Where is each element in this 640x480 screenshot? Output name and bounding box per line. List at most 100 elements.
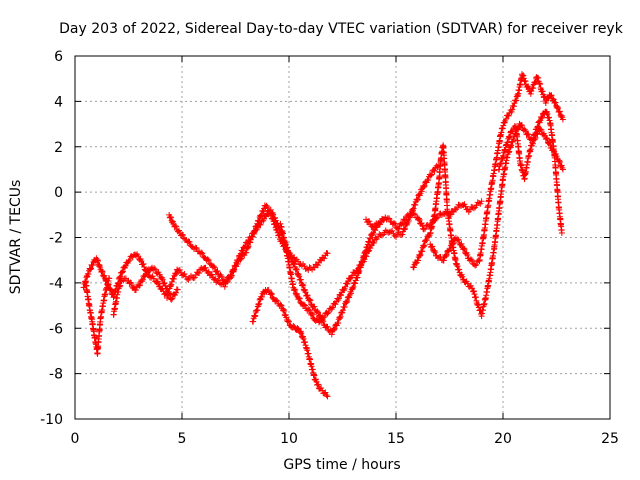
data-point bbox=[423, 237, 430, 244]
data-point bbox=[169, 219, 176, 226]
data-point bbox=[132, 287, 139, 294]
data-point bbox=[428, 171, 435, 178]
data-point bbox=[348, 290, 355, 297]
data-point bbox=[367, 235, 374, 242]
data-point bbox=[422, 225, 429, 232]
data-point bbox=[274, 220, 281, 227]
data-point bbox=[294, 272, 301, 279]
data-point bbox=[558, 162, 565, 169]
data-point bbox=[89, 262, 96, 269]
data-point bbox=[335, 295, 342, 302]
data-point bbox=[235, 256, 242, 263]
data-point bbox=[320, 314, 327, 321]
data-point bbox=[312, 376, 319, 383]
data-point bbox=[272, 221, 279, 228]
data-point bbox=[434, 214, 441, 221]
series-trace-b bbox=[82, 275, 113, 357]
data-point bbox=[218, 273, 225, 280]
data-point bbox=[536, 118, 543, 125]
data-point bbox=[556, 108, 563, 115]
data-point bbox=[221, 278, 228, 285]
x-tick-label: 0 bbox=[71, 431, 80, 447]
data-point bbox=[443, 252, 450, 259]
x-axis: 0 5 10 15 20 25 bbox=[71, 56, 619, 447]
data-point bbox=[541, 93, 548, 100]
data-point bbox=[396, 225, 403, 232]
data-point bbox=[461, 246, 468, 253]
data-point bbox=[152, 266, 159, 273]
data-point bbox=[269, 215, 276, 222]
data-point bbox=[339, 307, 346, 314]
data-point bbox=[325, 309, 332, 316]
data-point bbox=[97, 264, 104, 271]
data-point bbox=[306, 296, 313, 303]
data-point bbox=[328, 331, 335, 338]
data-point bbox=[545, 140, 552, 147]
data-point bbox=[121, 263, 128, 270]
data-point bbox=[389, 227, 396, 234]
data-point bbox=[168, 296, 175, 303]
data-point bbox=[324, 250, 331, 257]
data-point bbox=[432, 249, 439, 256]
data-point bbox=[370, 224, 377, 231]
data-point bbox=[314, 308, 321, 315]
data-point bbox=[322, 389, 329, 396]
data-point bbox=[391, 220, 398, 227]
y-tick-label: 2 bbox=[54, 140, 63, 156]
data-point bbox=[300, 335, 307, 342]
data-point bbox=[291, 286, 298, 293]
data-point bbox=[532, 78, 539, 85]
data-point bbox=[173, 223, 180, 230]
data-point bbox=[559, 166, 566, 173]
data-point bbox=[299, 281, 306, 288]
data-point bbox=[434, 255, 441, 262]
data-point bbox=[308, 310, 315, 317]
x-tick-label: 25 bbox=[601, 431, 619, 447]
data-point bbox=[95, 257, 102, 264]
data-point bbox=[170, 276, 177, 283]
data-point bbox=[386, 215, 393, 222]
data-point bbox=[128, 280, 135, 287]
data-point bbox=[180, 231, 187, 238]
data-point bbox=[365, 248, 372, 255]
data-point bbox=[321, 255, 328, 262]
data-point bbox=[522, 78, 529, 85]
data-point bbox=[324, 393, 331, 400]
data-point bbox=[164, 285, 171, 292]
data-point bbox=[454, 236, 461, 243]
data-point bbox=[459, 273, 466, 280]
data-point bbox=[318, 384, 325, 391]
data-point bbox=[302, 266, 309, 273]
data-point bbox=[452, 206, 459, 213]
data-point bbox=[305, 306, 312, 313]
y-axis-label: SDTVAR / TECUs bbox=[8, 180, 24, 295]
data-point bbox=[148, 274, 155, 281]
data-point bbox=[503, 115, 510, 122]
data-point bbox=[509, 128, 516, 135]
data-point bbox=[293, 265, 300, 272]
data-point bbox=[449, 241, 456, 248]
data-point bbox=[158, 275, 165, 282]
data-point bbox=[416, 216, 423, 223]
y-axis: -10 -8 -6 -4 -2 0 2 4 6 bbox=[40, 49, 610, 428]
data-point bbox=[558, 112, 565, 119]
data-point bbox=[98, 268, 105, 275]
data-point bbox=[336, 314, 343, 321]
data-point bbox=[126, 257, 133, 264]
data-point bbox=[293, 290, 300, 297]
data-point bbox=[288, 254, 295, 261]
data-point bbox=[139, 261, 146, 268]
data-point bbox=[349, 284, 356, 291]
data-point bbox=[402, 216, 409, 223]
data-point bbox=[223, 277, 230, 284]
data-point bbox=[454, 263, 461, 270]
data-point bbox=[278, 302, 285, 309]
data-point bbox=[300, 282, 307, 289]
data-point bbox=[263, 202, 270, 209]
y-tick-label: 4 bbox=[54, 94, 63, 110]
data-point bbox=[273, 297, 280, 304]
data-point bbox=[513, 97, 520, 104]
data-point bbox=[415, 215, 422, 222]
data-point bbox=[230, 268, 237, 275]
